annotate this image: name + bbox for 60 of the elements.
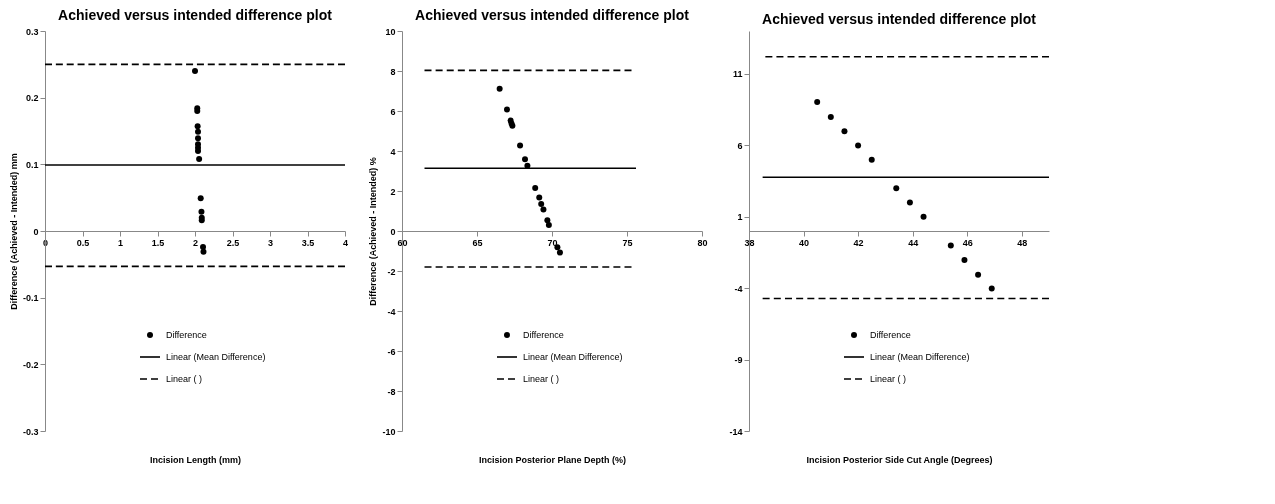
x-tick-label: 0.5 [76, 237, 90, 248]
legend-label: Linear (Mean Difference) [870, 352, 970, 362]
y-tick-label: 0 [390, 226, 396, 237]
y-tick-label: -0.2 [22, 359, 39, 370]
x-tick-label: 60 [397, 237, 408, 248]
y-tick-label: 0 [33, 226, 39, 237]
y-tick-label: -10 [382, 426, 396, 437]
legend-label: Difference [523, 330, 564, 340]
x-tick-label: 65 [472, 237, 483, 248]
x-tick-label: 44 [908, 237, 919, 248]
x-axis-title: Incision Length (mm) [150, 454, 241, 465]
y-tick-label: 0.3 [25, 26, 39, 37]
legend-label: Linear ( ) [166, 374, 203, 384]
x-tick-label: 1.5 [151, 237, 165, 248]
y-tick-label: -0.3 [22, 426, 39, 437]
y-tick-label: -14 [729, 426, 743, 437]
chart-title: Achieved versus intended difference plot [762, 11, 1037, 27]
legend-label: Difference [166, 330, 207, 340]
y-tick-label: 6 [737, 140, 743, 151]
x-tick-label: 1 [117, 237, 124, 248]
chart-title: Achieved versus intended difference plot [58, 7, 333, 23]
x-tick-label: 70 [547, 237, 558, 248]
y-tick-label: -4 [734, 283, 743, 294]
x-tick-label: 2 [192, 237, 199, 248]
y-tick-label: 4 [390, 146, 396, 157]
chart-title: Achieved versus intended difference plot [415, 7, 690, 23]
y-tick-label: 10 [385, 26, 396, 37]
x-tick-label: 3 [267, 237, 274, 248]
legend-label: Linear ( ) [870, 374, 907, 384]
y-tick-label: 6 [390, 106, 396, 117]
y-tick-label: 0.1 [25, 159, 39, 170]
x-tick-label: 75 [622, 237, 633, 248]
y-tick-label: -9 [734, 355, 743, 366]
legend-label: Linear (Mean Difference) [523, 352, 623, 362]
x-axis-title: Incision Posterior Plane Depth (%) [478, 454, 627, 465]
x-axis-title: Incision Posterior Side Cut Angle (Degrees) [806, 454, 993, 465]
y-tick-label: 8 [390, 66, 396, 77]
legend-label: Linear ( ) [523, 374, 560, 384]
x-tick-label: 38 [744, 237, 755, 248]
y-tick-label: 0.2 [25, 93, 39, 104]
y-tick-label: 2 [390, 186, 396, 197]
y-tick-label: -4 [387, 306, 396, 317]
y-tick-label: -2 [387, 266, 396, 277]
x-tick-label: 3.5 [301, 237, 315, 248]
y-tick-label: 1 [737, 212, 743, 223]
x-tick-label: 46 [962, 237, 973, 248]
x-tick-label: 4 [342, 237, 349, 248]
y-tick-label: -0.1 [22, 293, 39, 304]
x-tick-label: 42 [853, 237, 864, 248]
x-tick-label: 2.5 [226, 237, 240, 248]
x-tick-label: 40 [799, 237, 810, 248]
y-tick-label: -6 [387, 346, 396, 357]
y-tick-label: 11 [732, 69, 743, 80]
y-axis-title: Difference (Achieved - Intended) mm [8, 153, 19, 310]
y-axis-title: Difference (Achieved - Intended) % [368, 157, 379, 306]
x-tick-label: 48 [1017, 237, 1028, 248]
legend-label: Difference [870, 330, 911, 340]
legend-label: Linear (Mean Difference) [166, 352, 266, 362]
y-tick-label: -8 [387, 386, 396, 397]
x-tick-label: 80 [697, 237, 708, 248]
